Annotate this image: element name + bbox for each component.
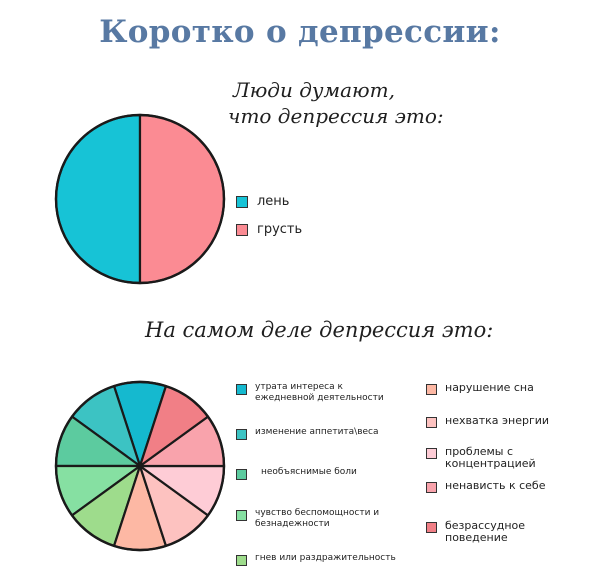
chart2-legend-item-9: безрассудное поведение [426,520,525,543]
legend-swatch [236,469,247,480]
legend-swatch [426,482,437,493]
chart2-legend-item-4: гнев или раздражительность [236,553,396,566]
legend-label: грусть [257,222,303,237]
chart1-title-line1: Люди думают, [233,78,395,102]
legend-label: проблемы с концентрацией [445,445,536,470]
chart1-title-line2: что депрессия это: [228,104,444,128]
legend-swatch [236,384,247,395]
chart2-legend-item-0: утрата интереса к ежедневной деятельност… [236,382,384,403]
legend-label: безрассудное поведение [445,519,526,544]
chart2-legend-item-3: чувство беспомощности и безнадежности [236,508,379,529]
legend-swatch [426,522,437,533]
legend-swatch [236,196,248,208]
chart2-legend-item-2: необъяснимые боли [236,467,357,480]
legend-swatch [426,417,437,428]
legend-swatch [236,224,248,236]
legend-label: чувство беспомощности и безнадежности [255,508,380,529]
legend-swatch [426,448,437,459]
legend-label: нехватка энергии [445,414,550,427]
legend-label: изменение аппетита\веса [255,427,379,437]
legend-label: гнев или раздражительность [255,553,396,563]
chart2-legend-item-6: нехватка энергии [426,415,549,428]
chart2-legend-item-5: нарушение сна [426,382,534,395]
chart2-legend-item-1: изменение аппетита\веса [236,427,379,440]
legend-swatch [236,555,247,566]
legend-label: ненависть к себе [445,479,546,492]
chart2-pie-outline [54,380,226,552]
chart2-legend-item-8: ненависть к себе [426,480,545,493]
chart2-legend-item-7: проблемы с концентрацией [426,446,536,469]
legend-label: лень [257,194,290,209]
legend-swatch [236,429,247,440]
legend-label: нарушение сна [445,381,534,394]
legend-label: необъяснимые боли [261,467,357,477]
legend-swatch [236,510,247,521]
page-title: Коротко о депрессии: [99,14,501,50]
legend-swatch [426,384,437,395]
chart1-legend-item-1: грусть [236,222,302,237]
chart1-pie-outline [54,113,226,285]
legend-label: утрата интереса к ежедневной деятельност… [255,382,384,403]
chart2-title: На самом деле депрессия это: [145,318,494,342]
chart1-legend-item-0: лень [236,194,289,209]
